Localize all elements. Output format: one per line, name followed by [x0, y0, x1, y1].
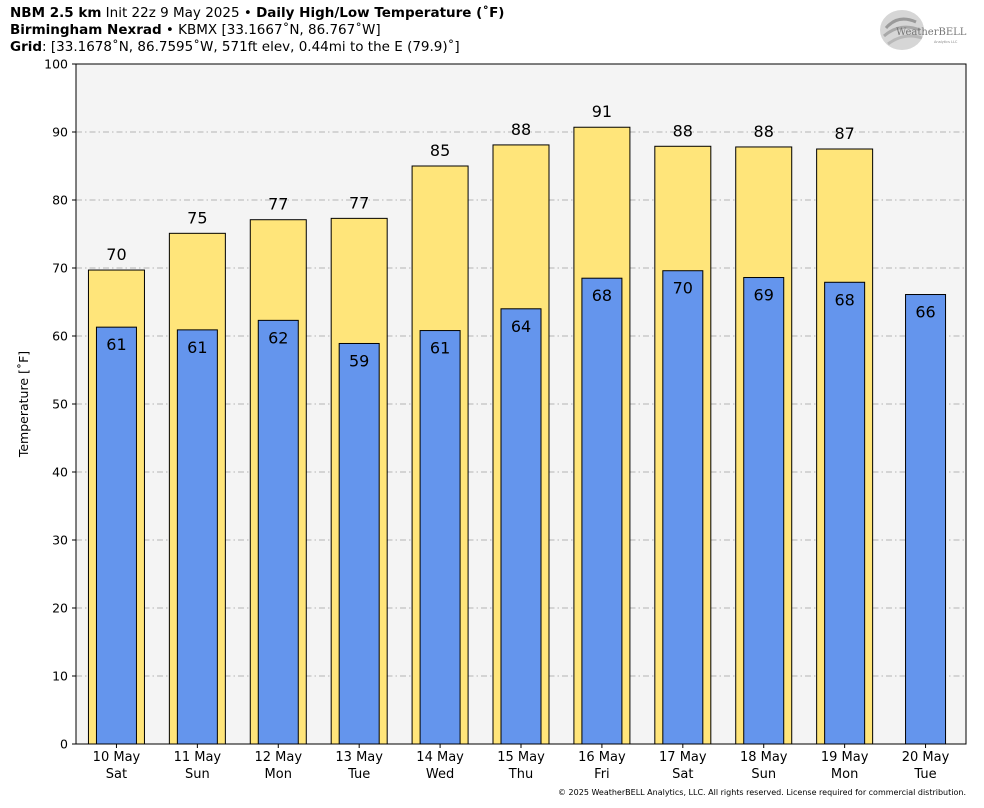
model-name: NBM 2.5 km	[10, 5, 102, 21]
x-tick-label: 10 May	[93, 750, 141, 765]
low-temp-bar	[500, 308, 542, 745]
low-temp-label: 61	[430, 339, 450, 358]
y-tick-label: 60	[52, 329, 68, 344]
y-tick-label: 40	[52, 465, 68, 480]
low-temp-bar	[743, 277, 785, 745]
high-temp-label: 75	[187, 208, 207, 227]
y-tick-label: 70	[52, 261, 68, 276]
product-name: Daily High/Low Temperature (˚F)	[256, 5, 505, 21]
low-temp-bar	[338, 342, 380, 745]
low-temp-bar	[176, 329, 218, 745]
y-tick-label: 90	[52, 125, 68, 140]
x-tick-label: 12 May	[254, 750, 302, 765]
svg-text:WeatherBELL: WeatherBELL	[896, 27, 967, 38]
low-temp-label: 70	[673, 279, 693, 298]
low-temp-label: 64	[511, 317, 531, 336]
x-tick-label: Thu	[508, 767, 533, 782]
low-temp-bar	[824, 281, 866, 745]
x-tick-label: 19 May	[821, 750, 869, 765]
high-temp-label: 70	[106, 245, 126, 264]
x-tick-label: Mon	[831, 767, 858, 782]
low-temp-bar	[581, 277, 623, 745]
x-tick-label: 20 May	[902, 750, 950, 765]
low-temp-bar	[662, 270, 704, 745]
grid-info: : [33.1678˚N, 86.7595˚W, 571ft elev, 0.4…	[42, 39, 460, 55]
low-temp-label: 61	[106, 335, 126, 354]
grid-label: Grid	[10, 39, 43, 55]
svg-text:Analytics LLC: Analytics LLC	[934, 40, 958, 44]
low-temp-label: 66	[915, 303, 935, 322]
location-coords: • KBMX [33.1667˚N, 86.767˚W]	[161, 22, 381, 38]
low-temp-label: 68	[592, 286, 612, 305]
x-tick-label: Sat	[672, 767, 693, 782]
x-tick-label: 11 May	[174, 750, 222, 765]
low-temp-label: 69	[754, 286, 774, 305]
x-tick-label: 16 May	[578, 750, 626, 765]
low-temp-label: 59	[349, 351, 369, 370]
low-temp-label: 61	[187, 338, 207, 357]
x-tick-label: Sun	[751, 767, 776, 782]
y-tick-label: 50	[52, 397, 68, 412]
x-tick-label: 15 May	[497, 750, 545, 765]
y-tick-label: 30	[52, 533, 68, 548]
low-temp-bar	[905, 294, 947, 745]
y-tick-label: 10	[52, 669, 68, 684]
location-name: Birmingham Nexrad	[10, 22, 162, 38]
x-tick-label: Sun	[185, 767, 210, 782]
x-tick-label: Sat	[106, 767, 127, 782]
high-temp-label: 88	[754, 122, 774, 141]
y-tick-label: 20	[52, 601, 68, 616]
high-temp-label: 87	[834, 124, 854, 143]
high-temp-label: 85	[430, 141, 450, 160]
x-tick-label: Wed	[426, 767, 454, 782]
high-temp-label: 88	[673, 121, 693, 140]
low-temp-bar	[95, 326, 137, 745]
location-line: Birmingham Nexrad • KBMX [33.1667˚N, 86.…	[10, 22, 381, 39]
x-tick-label: Tue	[347, 767, 370, 782]
x-tick-label: Fri	[594, 767, 610, 782]
y-tick-label: 0	[60, 737, 68, 752]
high-temp-label: 77	[349, 193, 369, 212]
y-tick-label: 100	[44, 57, 68, 72]
init-time: Init 22z 9 May 2025 •	[101, 5, 257, 21]
grid-line: Grid: [33.1678˚N, 86.7595˚W, 571ft elev,…	[10, 39, 460, 56]
high-temp-label: 91	[592, 102, 612, 121]
high-temp-label: 77	[268, 195, 288, 214]
x-tick-label: Tue	[913, 767, 936, 782]
weatherbell-logo: WeatherBELL Analytics LLC	[880, 10, 967, 50]
x-tick-label: 18 May	[740, 750, 788, 765]
copyright-notice: © 2025 WeatherBELL Analytics, LLC. All r…	[558, 788, 966, 797]
x-tick-label: 17 May	[659, 750, 707, 765]
x-tick-label: Mon	[265, 767, 292, 782]
low-temp-bar	[419, 330, 461, 745]
low-temp-bar	[257, 319, 299, 745]
y-axis-label: Temperature [˚F]	[16, 351, 31, 458]
high-temp-label: 88	[511, 120, 531, 139]
x-tick-label: 13 May	[335, 750, 383, 765]
low-temp-label: 68	[834, 290, 854, 309]
low-temp-label: 62	[268, 328, 288, 347]
y-tick-label: 80	[52, 193, 68, 208]
x-tick-label: 14 May	[416, 750, 464, 765]
title-line: NBM 2.5 km Init 22z 9 May 2025 • Daily H…	[10, 5, 504, 22]
